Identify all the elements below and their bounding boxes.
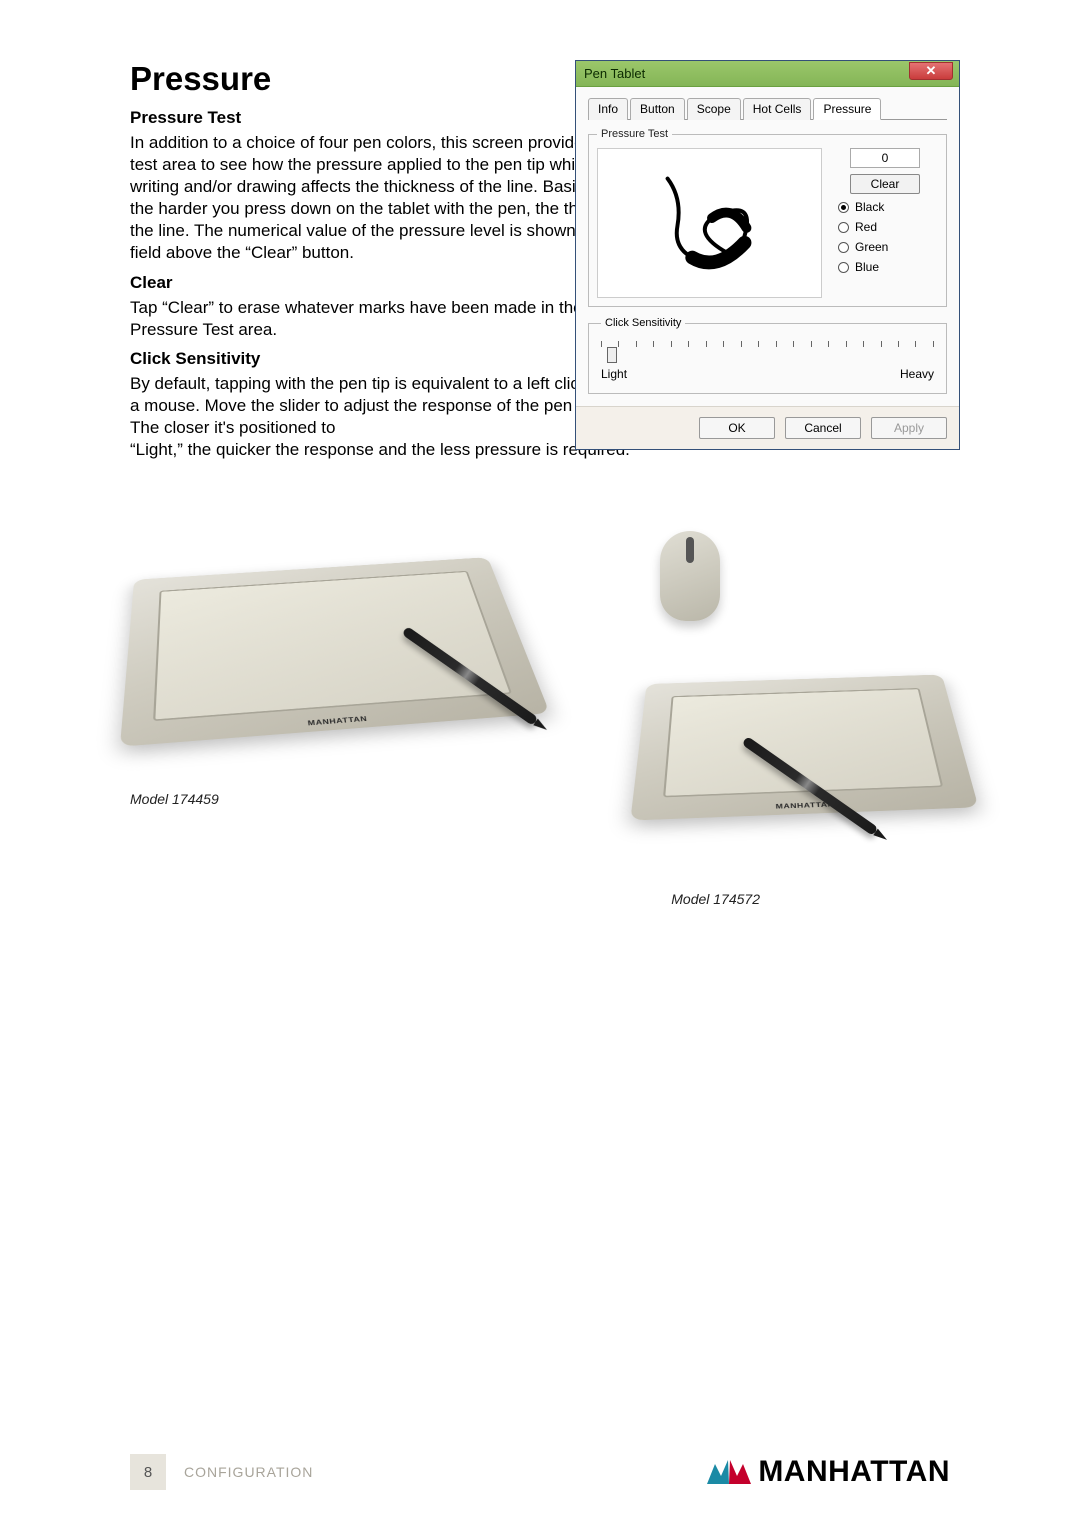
page-heading: Pressure xyxy=(130,60,625,98)
dialog-titlebar: Pen Tablet ✕ xyxy=(576,61,959,87)
brand-logo: MANHATTAN xyxy=(706,1455,950,1489)
page-footer: 8 CONFIGURATION MANHATTAN xyxy=(130,1454,950,1490)
mouse-image xyxy=(660,531,720,621)
clear-heading: Clear xyxy=(130,273,625,293)
slider-label-heavy: Heavy xyxy=(900,367,934,381)
manhattan-logo-icon xyxy=(706,1458,752,1486)
pressure-test-heading: Pressure Test xyxy=(130,108,625,128)
model-caption-2: Model 174572 xyxy=(671,891,760,907)
color-black-radio[interactable]: Black xyxy=(838,200,938,214)
tab-info[interactable]: Info xyxy=(588,98,628,120)
click-sensitivity-body-first: By default, tapping with the pen tip is … xyxy=(130,373,625,439)
clear-body: Tap “Clear” to erase whatever marks have… xyxy=(130,297,625,341)
tab-hotcells[interactable]: Hot Cells xyxy=(743,98,812,120)
tab-pressure[interactable]: Pressure xyxy=(813,98,881,120)
tablet-large-image: MANHATTAN xyxy=(120,557,550,747)
tab-button[interactable]: Button xyxy=(630,98,685,120)
tab-scope[interactable]: Scope xyxy=(687,98,741,120)
brand-text: MANHATTAN xyxy=(758,1455,950,1489)
close-icon[interactable]: ✕ xyxy=(909,62,953,80)
pressure-test-legend: Pressure Test xyxy=(597,128,672,140)
clear-button[interactable]: Clear xyxy=(850,174,920,194)
color-red-radio[interactable]: Red xyxy=(838,220,938,234)
click-sensitivity-group: Click Sensitivity Light Heavy xyxy=(588,317,947,394)
pressure-test-body: In addition to a choice of four pen colo… xyxy=(130,132,625,265)
apply-button[interactable]: Apply xyxy=(871,417,947,439)
footer-section-label: CONFIGURATION xyxy=(184,1464,313,1480)
pressure-draw-area[interactable] xyxy=(597,148,822,298)
click-sensitivity-legend: Click Sensitivity xyxy=(601,317,685,329)
click-sensitivity-heading: Click Sensitivity xyxy=(130,349,625,369)
page-number: 8 xyxy=(130,1454,166,1490)
color-blue-radio[interactable]: Blue xyxy=(838,260,938,274)
ok-button[interactable]: OK xyxy=(699,417,775,439)
model-caption-1: Model 174459 xyxy=(130,791,219,807)
slider-thumb[interactable] xyxy=(607,347,617,363)
cancel-button[interactable]: Cancel xyxy=(785,417,861,439)
color-green-radio[interactable]: Green xyxy=(838,240,938,254)
product-images: MANHATTAN Model 174459 MANHATTAN Model 1… xyxy=(130,511,950,931)
dialog-title: Pen Tablet xyxy=(584,66,645,81)
pen-tablet-dialog: Pen Tablet ✕ Info Button Scope Hot Cells… xyxy=(575,60,960,450)
dialog-tabs: Info Button Scope Hot Cells Pressure xyxy=(588,97,947,120)
pressure-test-group: Pressure Test 0 Clear Black Red Green Bl… xyxy=(588,128,947,307)
slider-label-light: Light xyxy=(601,367,627,381)
pressure-value-field: 0 xyxy=(850,148,920,168)
sensitivity-slider[interactable] xyxy=(601,341,934,359)
tablet-small-image: MANHATTAN xyxy=(630,675,978,821)
